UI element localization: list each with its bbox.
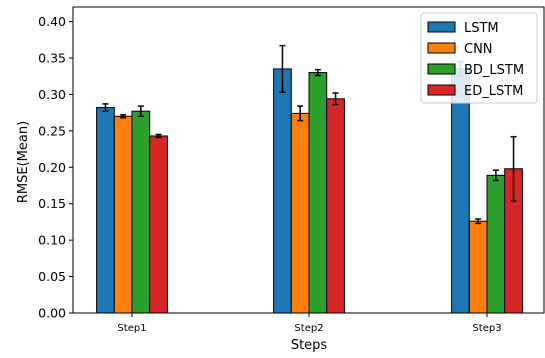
x-tick-label: Step3 [472, 323, 501, 334]
x-axis-title: Steps [291, 338, 328, 353]
bar-cnn-step2 [290, 112, 310, 314]
legend-swatch [427, 84, 456, 96]
legend-swatch [427, 63, 456, 75]
y-tick-label: 0.25 [38, 123, 66, 138]
legend-box [420, 12, 538, 104]
y-tick-label: 0.10 [38, 233, 66, 248]
axes-frame [72, 6, 545, 314]
bar-ed-lstm-step1 [149, 135, 168, 314]
bar-lstm-step2 [273, 68, 292, 314]
bar-bd-lstm-step2 [308, 72, 328, 314]
legend-label: CNN [464, 42, 493, 57]
bar-bd-lstm-step1 [131, 110, 151, 314]
x-tick-label: Step2 [294, 323, 323, 334]
legend-label: ED_LSTM [464, 84, 523, 99]
y-tick-label: 0.30 [38, 87, 66, 102]
legend: LSTM CNN BD_LSTM ED_LSTM [420, 12, 538, 104]
y-tick-label: 0.15 [38, 196, 66, 211]
y-tick-label: 0.00 [38, 306, 66, 321]
legend-swatch [427, 42, 456, 54]
y-tick-label: 0.05 [38, 269, 66, 284]
y-axis-title: RMSE(Mean) [16, 121, 31, 203]
bar-cnn-step1 [113, 115, 133, 314]
legend-swatch [427, 21, 456, 33]
legend-label: BD_LSTM [464, 63, 524, 78]
axes: Step1 Step2 Step3 0.00 0.05 0.10 0.15 0.20 0.25 0… [38, 6, 545, 334]
bar-bd-lstm-step3 [486, 174, 506, 314]
bar-ed-lstm-step2 [326, 98, 345, 314]
legend-label: LSTM [464, 21, 499, 36]
x-tick-label: Step1 [117, 323, 146, 334]
y-tick-label: 0.35 [38, 51, 66, 66]
y-tick-label: 0.40 [38, 14, 66, 29]
y-tick-label: 0.20 [38, 160, 66, 175]
bar-lstm-step3 [451, 68, 470, 314]
bar-lstm-step1 [96, 107, 115, 314]
bar-cnn-step3 [468, 220, 488, 314]
